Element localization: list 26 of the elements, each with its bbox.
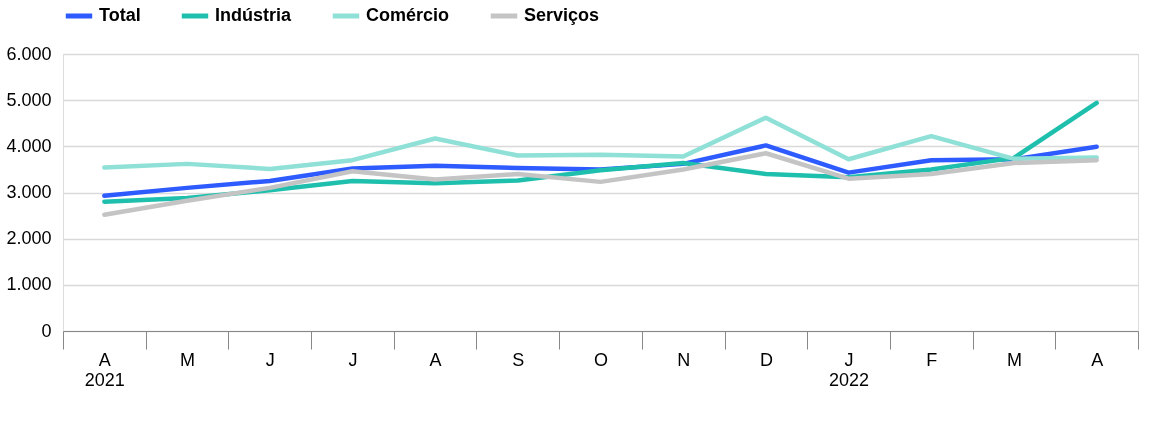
x-tick-label: M bbox=[180, 349, 196, 370]
x-tick-label: A 2021 bbox=[84, 349, 125, 390]
legend-label: Comércio bbox=[366, 5, 450, 25]
legend-label: Indústria bbox=[215, 5, 292, 25]
x-tick-label: J bbox=[348, 349, 358, 370]
x-tick-label: A bbox=[1091, 349, 1104, 370]
x-tick-label: O bbox=[593, 349, 609, 370]
x-tick-label: N bbox=[677, 349, 691, 370]
x-tick-label: J 2022 bbox=[829, 349, 870, 390]
y-tick-label: 3.000 bbox=[6, 182, 52, 202]
x-tick-label: J bbox=[265, 349, 275, 370]
x-tick-label: F bbox=[926, 349, 938, 370]
x-tick-label: M bbox=[1006, 349, 1022, 370]
legend-label: Serviços bbox=[524, 5, 600, 25]
line-series bbox=[102, 151, 1099, 217]
line-series bbox=[102, 115, 1099, 172]
y-tick-label: 2.000 bbox=[6, 228, 52, 249]
legend-label: Total bbox=[99, 5, 141, 25]
x-tick-label: A bbox=[429, 349, 442, 370]
x-tick-label: S bbox=[512, 349, 525, 370]
y-tick-label: 5.000 bbox=[6, 89, 52, 110]
y-tick-label: 0 bbox=[41, 320, 52, 341]
x-tick-label: D bbox=[759, 349, 773, 370]
y-tick-label: 4.000 bbox=[6, 135, 52, 156]
y-tick-label: 1.000 bbox=[6, 274, 52, 295]
y-tick-label: 6.000 bbox=[6, 43, 52, 64]
